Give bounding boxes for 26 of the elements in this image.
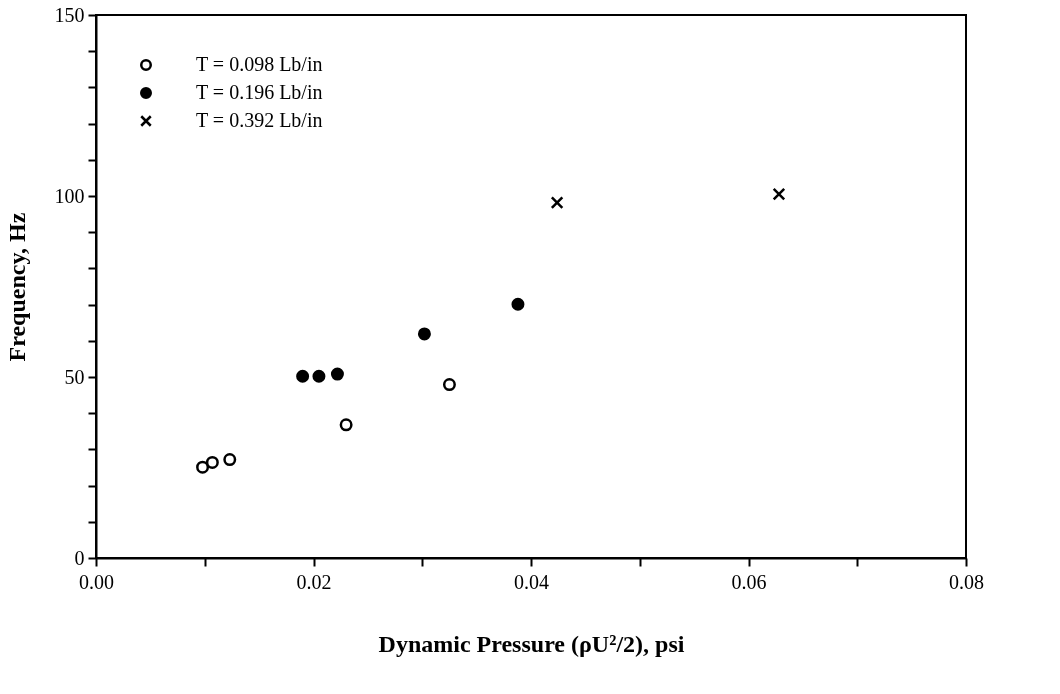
x-tick-label: 0.00: [79, 570, 114, 593]
point: [296, 369, 310, 383]
legend-label: T = 0.098 Lb/in: [196, 53, 323, 75]
x-tick-label: 0.06: [731, 570, 767, 593]
point: [330, 367, 344, 381]
y-tick-label: 50: [64, 365, 85, 388]
x-tick-label: 0.08: [949, 570, 984, 593]
point: [196, 460, 210, 474]
x-tick-label: 0.04: [514, 570, 549, 593]
point: [223, 453, 237, 467]
y-tick-label: 100: [54, 184, 85, 207]
point: [442, 378, 456, 392]
point: [550, 196, 564, 210]
y-axis-title: Frequency, Hz: [3, 212, 30, 362]
point: [312, 369, 326, 383]
legend-label: T = 0.392 Lb/in: [196, 109, 323, 131]
y-tick-label: 0: [74, 546, 85, 569]
x-tick-label: 0.02: [296, 570, 332, 593]
point: [417, 327, 431, 341]
y-tick-label: 150: [54, 3, 85, 26]
point: [205, 455, 219, 469]
point: [511, 297, 525, 311]
point: [339, 418, 353, 432]
x-axis-title: Dynamic Pressure (ρU²/2), psi: [378, 630, 685, 657]
legend-label: T = 0.196 Lb/in: [196, 81, 323, 103]
point: [772, 187, 786, 201]
